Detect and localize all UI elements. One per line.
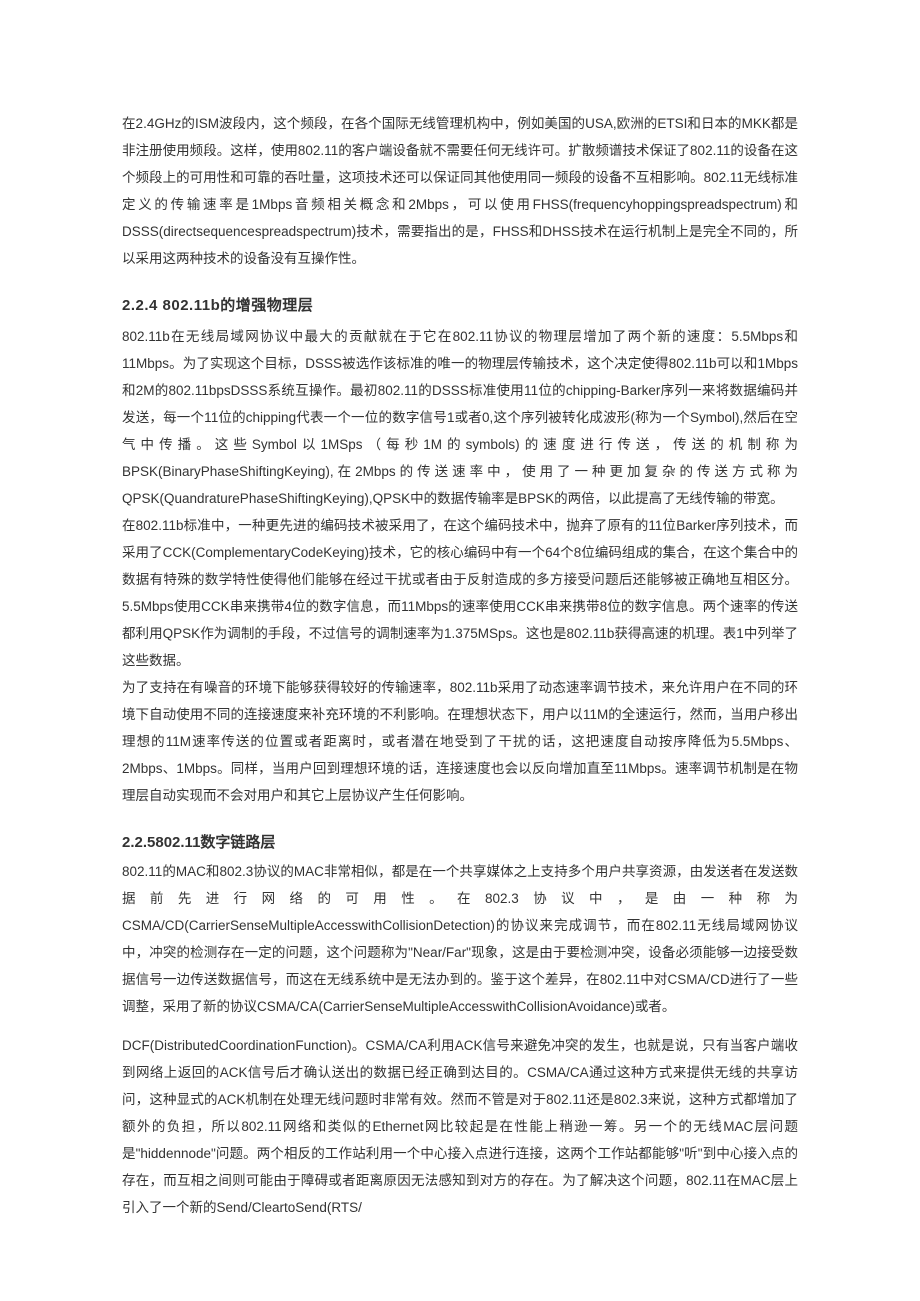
paragraph-224-2: 在802.11b标准中，一种更先进的编码技术被采用了，在这个编码技术中，抛弃了原… (122, 512, 798, 674)
heading-224: 2.2.4 802.11b的增强物理层 (122, 292, 798, 319)
paragraph-224-1: 802.11b在无线局域网协议中最大的贡献就在于它在802.11协议的物理层增加… (122, 323, 798, 512)
paragraph-224-3: 为了支持在有噪音的环境下能够获得较好的传输速率，802.11b采用了动态速率调节… (122, 674, 798, 809)
paragraph-intro: 在2.4GHz的ISM波段内，这个频段，在各个国际无线管理机构中，例如美国的US… (122, 110, 798, 272)
paragraph-225-2: DCF(DistributedCoordinationFunction)。CSM… (122, 1032, 798, 1221)
heading-225: 2.2.5802.11数字链路层 (122, 829, 798, 856)
paragraph-225-1: 802.11的MAC和802.3协议的MAC非常相似，都是在一个共享媒体之上支持… (122, 858, 798, 1020)
